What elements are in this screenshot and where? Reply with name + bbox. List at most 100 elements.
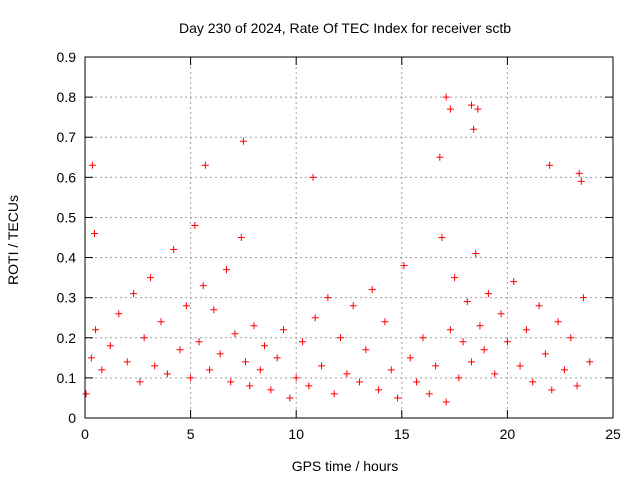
data-point (394, 394, 402, 402)
data-point (529, 378, 537, 386)
data-point (292, 374, 300, 382)
data-point (273, 354, 281, 362)
x-tick-label: 20 (500, 426, 516, 442)
data-point (442, 398, 450, 406)
data-point (256, 366, 264, 374)
data-point (436, 153, 444, 161)
data-point (554, 318, 562, 326)
data-point (446, 105, 454, 113)
data-point (201, 161, 209, 169)
data-point (140, 334, 148, 342)
x-axis-label: GPS time / hours (292, 458, 399, 474)
data-point (503, 338, 511, 346)
data-point (146, 274, 154, 282)
data-point (535, 302, 543, 310)
data-point (239, 137, 247, 145)
data-point (470, 125, 478, 133)
data-point (318, 362, 326, 370)
data-point (157, 318, 165, 326)
data-point (343, 370, 351, 378)
data-point (299, 338, 307, 346)
data-point (419, 334, 427, 342)
data-point (368, 286, 376, 294)
data-point (187, 374, 195, 382)
data-point (577, 177, 585, 185)
data-point (442, 93, 450, 101)
data-point (516, 362, 524, 370)
data-point (182, 302, 190, 310)
data-point (210, 306, 218, 314)
x-tick-label: 15 (394, 426, 410, 442)
data-point (573, 382, 581, 390)
data-point (286, 394, 294, 402)
data-points (82, 93, 594, 406)
y-tick-label: 0 (68, 410, 76, 426)
data-point (250, 322, 258, 330)
data-point (438, 234, 446, 241)
data-point (163, 370, 171, 378)
data-point (87, 354, 95, 362)
data-point (206, 366, 214, 374)
data-point (280, 326, 288, 334)
data-point (106, 342, 114, 350)
data-point (242, 358, 250, 366)
data-point (546, 161, 554, 169)
x-tick-label: 25 (605, 426, 621, 442)
data-point (176, 346, 184, 354)
plot-frame (84, 56, 614, 419)
data-point (446, 326, 454, 334)
data-point (231, 330, 239, 338)
data-point (413, 378, 421, 386)
data-point (170, 246, 178, 254)
data-point (387, 366, 395, 374)
data-point (459, 338, 467, 346)
data-point (246, 382, 254, 390)
data-point (451, 274, 459, 282)
data-point (92, 326, 100, 334)
data-point (311, 314, 319, 322)
data-point (130, 290, 138, 298)
axis-ticks: 0 0.1 0.2 0.3 0.4 0.5 0.6 0.7 0.8 0.9 0 5 10 15 20 25 (57, 49, 621, 442)
data-point (467, 101, 475, 109)
y-tick-label: 0.5 (57, 209, 77, 225)
data-point (237, 234, 245, 241)
data-point (425, 390, 433, 398)
data-point (381, 318, 389, 326)
data-point (267, 386, 275, 394)
data-point (195, 338, 203, 346)
data-point (586, 358, 594, 366)
data-point (463, 298, 471, 306)
y-tick-label: 0.3 (57, 290, 77, 306)
data-point (216, 350, 224, 358)
data-point (467, 358, 475, 366)
data-point (510, 278, 518, 286)
data-point (548, 386, 556, 394)
data-point (123, 358, 131, 366)
data-point (575, 169, 583, 177)
data-point (223, 266, 231, 274)
x-tick-label: 5 (187, 426, 195, 442)
x-tick-label: 0 (81, 426, 89, 442)
y-tick-label: 0.8 (57, 89, 77, 105)
data-point (455, 374, 463, 382)
data-point (579, 294, 587, 302)
data-point (472, 250, 480, 258)
y-axis-label: ROTI / TECUs (5, 195, 21, 285)
data-point (136, 378, 144, 386)
data-point (227, 378, 235, 386)
chart-title: Day 230 of 2024, Rate Of TEC Index for r… (179, 20, 511, 36)
grid-lines (85, 57, 613, 418)
data-point (91, 229, 99, 237)
data-point (476, 322, 484, 330)
data-point (261, 342, 269, 350)
data-point (474, 105, 482, 113)
data-point (309, 173, 317, 181)
data-point (362, 346, 370, 354)
y-tick-label: 0.1 (57, 370, 77, 386)
data-point (406, 354, 414, 362)
y-tick-label: 0.9 (57, 49, 77, 65)
data-point (432, 362, 440, 370)
data-point (115, 310, 123, 318)
data-point (480, 346, 488, 354)
